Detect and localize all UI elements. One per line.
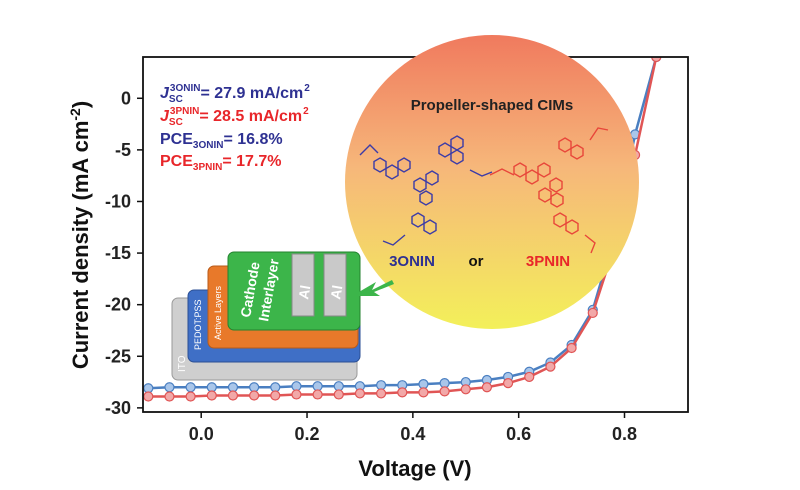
data-point (291, 389, 302, 400)
data-point (270, 382, 281, 393)
y-tick-label: -30 (105, 398, 131, 418)
annotation-sub: SC (169, 117, 183, 128)
data-point (164, 382, 175, 393)
x-tick-label: 0.6 (506, 424, 531, 444)
series-label: 3ONIN (389, 253, 435, 270)
y-tick-label: -25 (105, 346, 131, 366)
data-point (206, 382, 217, 393)
data-point (164, 391, 175, 402)
plot-layer: 0 -5 -10 -15 -20 -25 -30 0.0 0.2 0.4 0.6 0.8 (105, 56, 689, 444)
y-axis-label: Current density (mA cm-2) (67, 101, 93, 369)
data-point (376, 380, 387, 391)
electrode-label: Al (295, 284, 313, 301)
data-point (333, 389, 344, 400)
al-electrode (291, 253, 315, 317)
data-point (185, 382, 196, 393)
data-point (354, 388, 366, 399)
data-point (418, 379, 429, 390)
data-point (291, 381, 302, 392)
y-tick-label: -10 (105, 191, 131, 211)
layer-label: Active Layers (213, 285, 223, 340)
layer-label: ITO (177, 355, 188, 372)
data-point (185, 391, 196, 402)
y-tick-label: -5 (115, 140, 131, 160)
inset-or: or (469, 253, 484, 270)
data-point (397, 387, 408, 398)
y-tick-label: -20 (105, 295, 131, 315)
data-point (439, 386, 450, 397)
annotation-text: = 17.7% (222, 153, 281, 170)
data-point (460, 384, 471, 395)
molecule-3pnin (489, 127, 609, 254)
series-layer (143, 57, 662, 402)
data-point (524, 371, 535, 383)
al-electrode (323, 253, 347, 317)
data-point (249, 382, 260, 393)
annotation-unit-sup: 2 (303, 106, 309, 117)
annotation-main: J (160, 108, 170, 125)
layer-label: PEDOT:PSS (193, 299, 203, 350)
electrode-label: Al (327, 284, 345, 301)
data-point (270, 390, 281, 401)
data-point (227, 390, 239, 401)
device-stack: ITO PEDOT:PSS Active Layers Cathode Inte… (171, 251, 394, 381)
molecule-3onin (359, 135, 493, 246)
data-point (333, 381, 344, 392)
annotation-text: = 27.9 mA/cm (200, 85, 303, 102)
data-point (206, 390, 217, 401)
data-point (566, 342, 577, 354)
x-tick-label: 0.4 (400, 424, 425, 444)
y-tick-label: -15 (105, 243, 131, 263)
y-axis-label-main: Current density (mA cm (68, 121, 93, 370)
inset: Propeller-shaped CIMs 3ONIN or 3PNIN (345, 35, 639, 329)
x-tick-label: 0.8 (612, 424, 637, 444)
annotation-sub: 3ONIN (193, 140, 224, 151)
data-point (312, 381, 323, 392)
x-axis-label: Voltage (V) (358, 456, 471, 481)
annotation-unit-sup: 2 (304, 83, 310, 94)
data-point (502, 378, 514, 389)
series-label: 3PNIN (526, 253, 570, 270)
arrow (352, 280, 394, 296)
data-point (249, 390, 260, 401)
y-axis-label-end: ) (68, 101, 93, 108)
annotation-sub: 3PNIN (193, 162, 222, 173)
annotation-main: PCE (160, 131, 193, 148)
data-point (545, 361, 556, 372)
data-point (418, 387, 429, 398)
annotation-text: = 16.8% (223, 131, 282, 148)
data-point (143, 383, 154, 394)
data-point (312, 389, 323, 400)
annotation-sup: 3PNIN (170, 106, 199, 117)
data-point (376, 388, 387, 399)
y-axis-label-sup: -2 (67, 108, 83, 121)
annotation-text: = 28.5 mA/cm (199, 108, 302, 125)
annotation-main: PCE (160, 153, 193, 170)
molecule-bubble (345, 35, 639, 329)
y-tick-label: 0 (121, 88, 131, 108)
data-point (481, 382, 493, 393)
x-tick-label: 0.0 (189, 424, 214, 444)
annotation-sup: 3ONIN (170, 83, 201, 94)
annotation-sub: SC (169, 94, 183, 105)
annotation-main: J (160, 85, 170, 102)
data-point (651, 57, 662, 63)
data-point (143, 391, 154, 402)
inset-title: Propeller-shaped CIMs (411, 97, 574, 114)
data-point (227, 382, 239, 393)
x-tick-label: 0.2 (295, 424, 320, 444)
data-point (439, 378, 450, 389)
data-point (587, 307, 598, 319)
